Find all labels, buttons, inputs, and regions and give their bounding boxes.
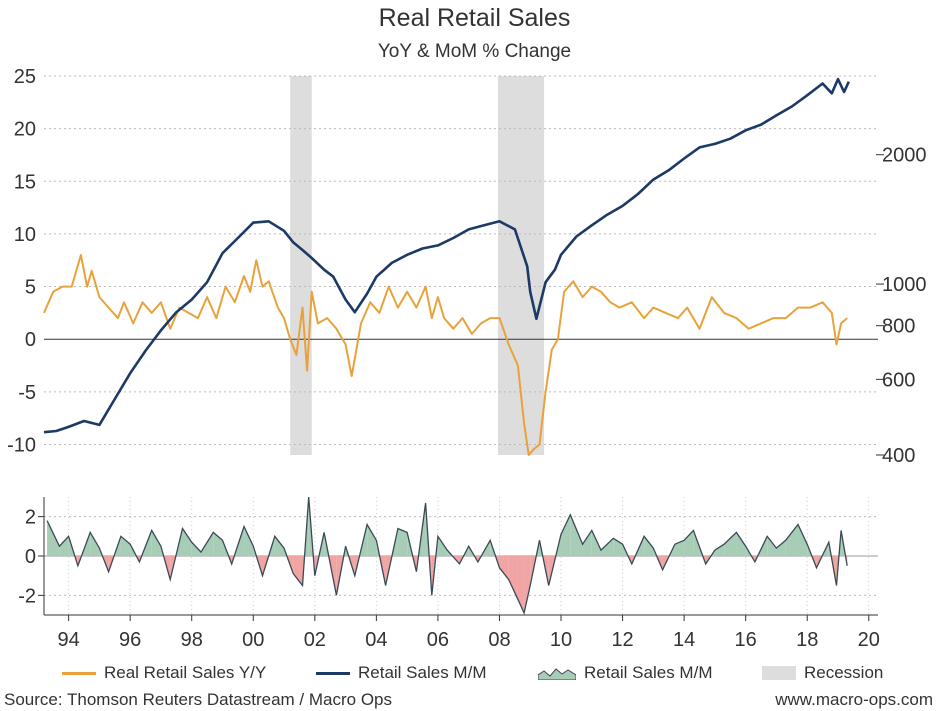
positive-area [274, 536, 285, 556]
legend-label: Real Retail Sales Y/Y [104, 663, 267, 682]
x-tick-label: 00 [242, 629, 264, 651]
positive-area [151, 530, 161, 556]
left-tick-label: 0 [25, 329, 36, 351]
left-tick-label: -5 [18, 382, 36, 404]
positive-area [776, 540, 786, 556]
negative-area [499, 556, 509, 580]
right-tick-label: 2000 [882, 145, 927, 167]
positive-area [674, 540, 685, 556]
positive-area [437, 536, 448, 556]
top-panel: 25 20 15 10 5 0 -5 -10 2000 1000 800 600 400 [7, 66, 926, 467]
positive-area [644, 536, 654, 556]
positive-area [59, 536, 69, 556]
positive-area [613, 538, 623, 556]
recession-band [290, 76, 312, 455]
left-tick-label: 20 [14, 119, 36, 141]
line-swatch-icon [316, 671, 350, 675]
positive-area [601, 538, 614, 556]
left-tick-label: 10 [14, 224, 36, 246]
x-tick-label: 02 [304, 629, 326, 651]
right-tick-label: 400 [882, 445, 915, 467]
area-swatch-icon [538, 668, 576, 680]
left-tick-label: -10 [7, 434, 36, 456]
right-tick-label: 600 [882, 369, 915, 391]
x-tick-label: 98 [181, 629, 203, 651]
negative-area [293, 556, 303, 586]
series-line-mom [43, 77, 850, 434]
x-tick-label: 08 [488, 629, 510, 651]
negative-area [517, 556, 525, 614]
website-link[interactable]: www.macro-ops.com [775, 690, 933, 709]
legend-item-mm-line: Retail Sales M/M [316, 663, 486, 683]
legend-label: Retail Sales M/M [358, 663, 487, 682]
legend-label: Recession [804, 663, 884, 682]
positive-area [182, 528, 192, 556]
legend-item-yy: Real Retail Sales Y/Y [62, 663, 266, 683]
mom-bar-outline [46, 496, 848, 616]
positive-area [244, 526, 254, 556]
positive-area [47, 520, 60, 556]
positive-area [191, 542, 201, 556]
positive-area [797, 524, 808, 556]
legend: Real Retail Sales Y/Y Retail Sales M/M R… [0, 663, 949, 687]
positive-area [120, 536, 131, 556]
x-tick-label: 20 [858, 629, 880, 651]
positive-area [570, 514, 583, 556]
legend-item-recession: Recession [762, 663, 883, 683]
left-tick-label: 5 [25, 277, 36, 299]
negative-area [508, 556, 518, 600]
x-tick-label: 16 [735, 629, 757, 651]
chart-title: Real Retail Sales [378, 4, 571, 32]
x-tick-label: 96 [119, 629, 141, 651]
negative-area [524, 556, 531, 614]
legend-label: Retail Sales M/M [584, 663, 713, 682]
y-tick-label: 0 [25, 546, 36, 568]
box-swatch-icon [762, 666, 796, 680]
source-note: Source: Thomson Reuters Datastream / Mac… [4, 690, 393, 709]
x-tick-label: 06 [427, 629, 449, 651]
right-tick-label: 1000 [882, 274, 927, 296]
y-tick-label: -2 [18, 585, 36, 607]
positive-area [767, 536, 777, 556]
series-line-yoy [43, 254, 848, 456]
left-tick-label: 15 [14, 171, 36, 193]
x-tick-label: 12 [611, 629, 633, 651]
positive-area [90, 532, 100, 556]
positive-area [714, 544, 725, 556]
x-tick-label: 18 [796, 629, 818, 651]
y-tick-label: 2 [25, 507, 36, 529]
right-tick-label: 800 [882, 316, 915, 338]
chart-subtitle: YoY & MoM % Change [377, 41, 572, 62]
x-tick-label: 04 [365, 629, 387, 651]
legend-item-mm-area: Retail Sales M/M [538, 663, 712, 683]
positive-area [724, 532, 737, 556]
positive-area [561, 514, 571, 556]
positive-area [367, 524, 377, 556]
positive-area [736, 532, 746, 556]
x-tick-label: 94 [57, 629, 79, 651]
bottom-panel: 20-294 96 98 00 02 04 06 08 10 12 14 16 18 20 [18, 496, 880, 651]
x-tick-label: 14 [673, 629, 695, 651]
left-tick-label: 25 [14, 66, 36, 88]
positive-area [785, 524, 798, 556]
positive-area [582, 530, 592, 556]
x-tick-label: 10 [550, 629, 572, 651]
line-swatch-icon [62, 671, 96, 675]
positive-area [397, 528, 408, 556]
positive-area [684, 530, 694, 556]
